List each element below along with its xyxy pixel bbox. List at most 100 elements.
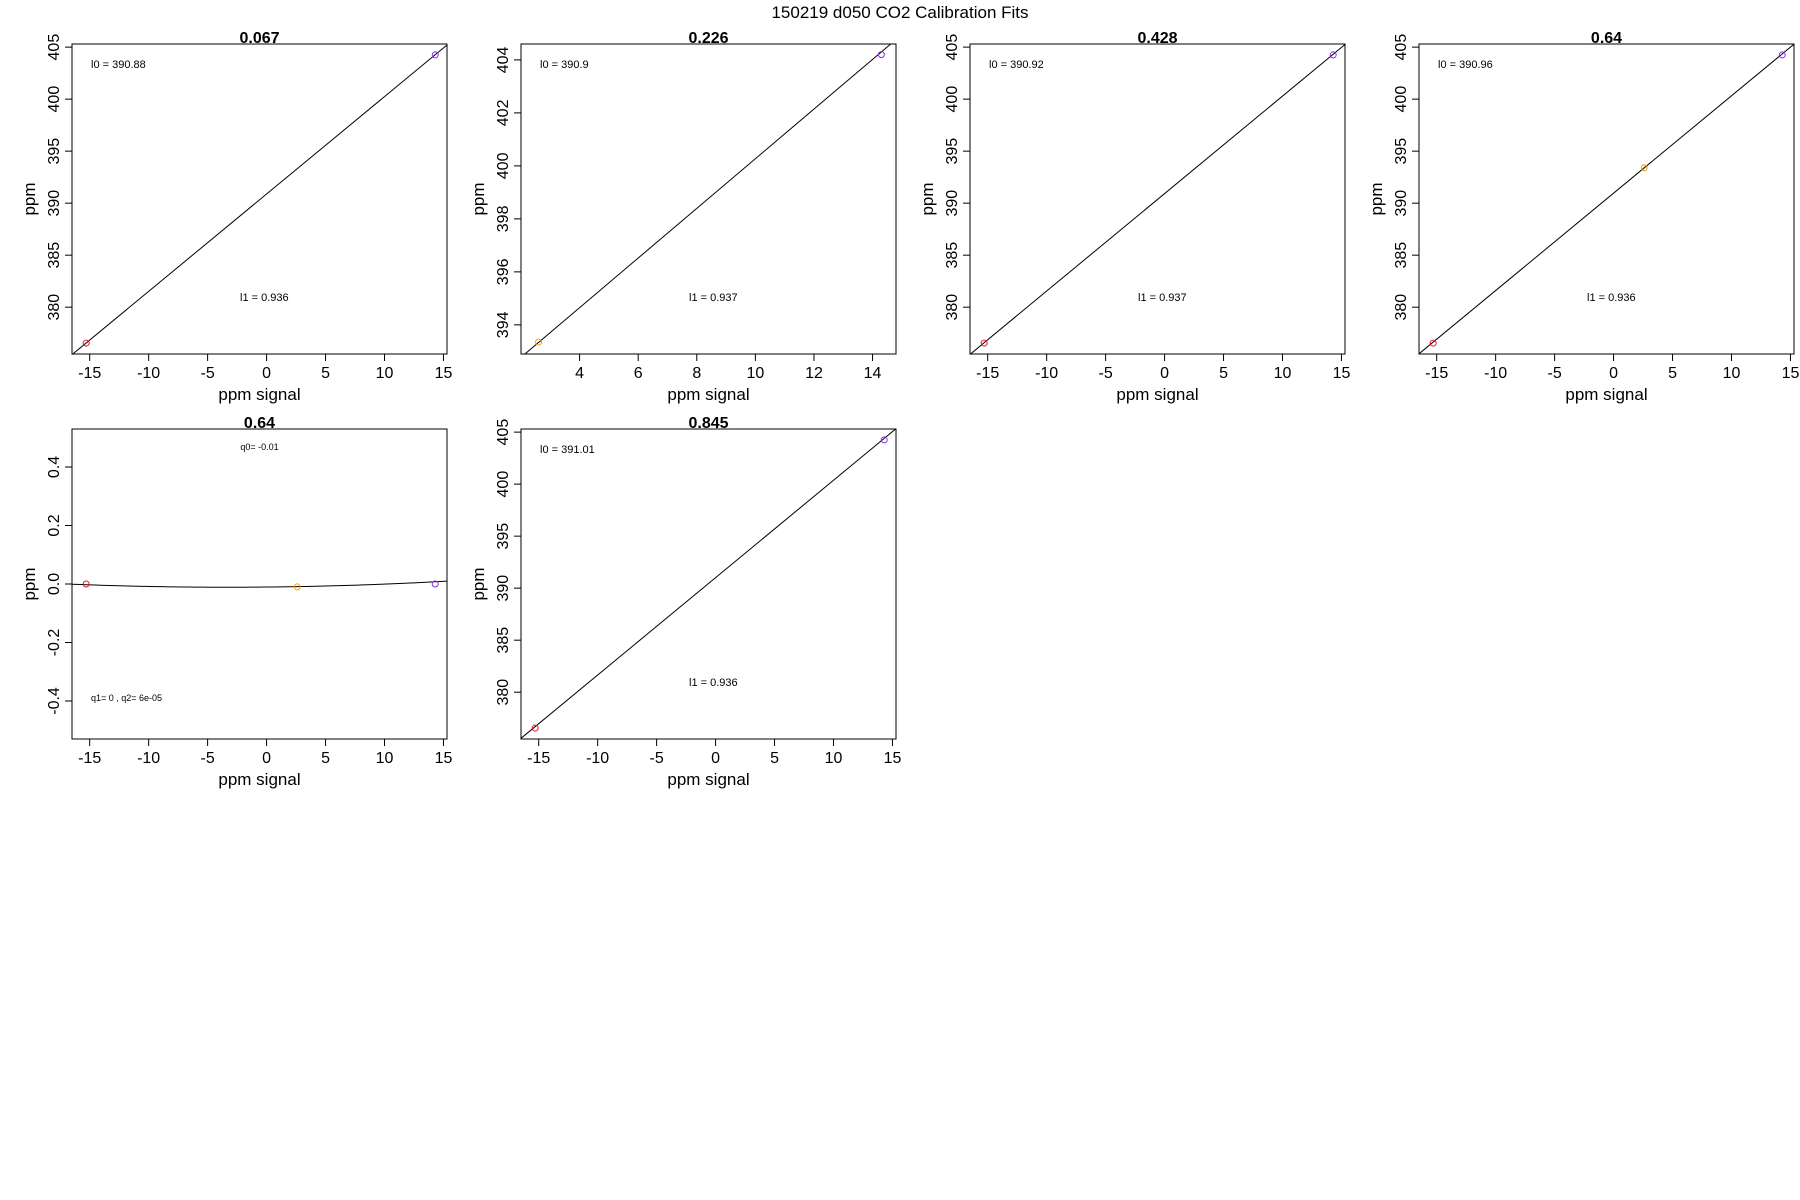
panel-title: 0.428 <box>1137 30 1177 47</box>
y-tick-label: 400 <box>495 152 512 179</box>
data-point-mid-standard <box>1640 164 1648 172</box>
fit-annotation: l0 = 390.96 <box>1438 59 1493 71</box>
y-tick-label: 0.2 <box>46 514 63 536</box>
panel-title: 0.64 <box>244 415 275 432</box>
x-tick-label: 0 <box>1609 365 1618 382</box>
panel-5: -15 -10 -5 0 5 10 15 -0.4 -0.2 0.0 0.2 0.4 ppm signa… <box>20 415 452 789</box>
panel-2: 4 6 8 10 12 14 394 396 398 400 402 404 ppm signal ppm… <box>469 30 897 404</box>
x-tick-label: -5 <box>200 365 214 382</box>
x-tick-label: 12 <box>805 365 823 382</box>
y-tick-label: -0.4 <box>46 687 63 715</box>
fit-annotation: l0 = 390.92 <box>989 59 1044 71</box>
panel-6: -15 -10 -5 0 5 10 15 380 385 390 395 400 405 ppm sign… <box>469 415 901 789</box>
y-tick-label: 398 <box>495 205 512 232</box>
x-tick-label: -15 <box>527 750 550 767</box>
x-tick-label: -10 <box>137 750 160 767</box>
x-axis-label: ppm signal <box>667 385 749 404</box>
fit-line <box>72 44 447 354</box>
x-tick-label: 0 <box>262 365 271 382</box>
y-tick-label: 385 <box>46 242 63 269</box>
y-tick-label: 380 <box>944 294 961 321</box>
x-tick-label: 10 <box>376 365 394 382</box>
y-tick-label: 385 <box>944 242 961 269</box>
x-tick-label: 10 <box>825 750 843 767</box>
fit-annotation: l1 = 0.936 <box>1587 292 1636 304</box>
y-axis-label: ppm <box>1367 182 1386 215</box>
y-axis-label: ppm <box>20 567 39 600</box>
plot-frame <box>1418 43 1795 355</box>
x-tick-label: -10 <box>137 365 160 382</box>
fit-line <box>521 429 896 739</box>
fit-line <box>524 44 892 354</box>
fit-annotation: l1 = 0.937 <box>1138 292 1187 304</box>
x-axis-label: ppm signal <box>218 385 300 404</box>
x-axis-label: ppm signal <box>1116 385 1198 404</box>
y-tick-label: 404 <box>495 46 512 73</box>
data-point-mid-standard <box>535 338 543 346</box>
data-point-high-standard <box>431 51 439 59</box>
x-tick-label: 5 <box>1668 365 1677 382</box>
x-tick-label: 5 <box>321 365 330 382</box>
y-tick-label: 0.4 <box>46 456 63 478</box>
x-tick-label: 0 <box>262 750 271 767</box>
panel-3: -15 -10 -5 0 5 10 15 380 385 390 395 400 405 ppm sign… <box>918 30 1350 404</box>
x-tick-label: 10 <box>1723 365 1741 382</box>
x-axis-label: ppm signal <box>1565 385 1647 404</box>
x-tick-label: 15 <box>884 750 902 767</box>
data-point-high-standard <box>431 580 439 588</box>
x-tick-label: -15 <box>78 365 101 382</box>
y-tick-label: 402 <box>495 99 512 126</box>
data-point-low-standard <box>1429 339 1437 347</box>
fit-annotation: l1 = 0.936 <box>689 677 738 689</box>
x-tick-label: 15 <box>1782 365 1800 382</box>
y-axis-label: ppm <box>469 567 488 600</box>
y-tick-label: 385 <box>495 627 512 654</box>
y-tick-label: 395 <box>944 138 961 165</box>
x-tick-label: 10 <box>1274 365 1292 382</box>
panel-title: 0.226 <box>688 30 728 47</box>
y-tick-label: 400 <box>46 86 63 113</box>
x-tick-label: -5 <box>1098 365 1112 382</box>
fit-line <box>1419 44 1794 354</box>
x-tick-label: 15 <box>1333 365 1351 382</box>
x-tick-label: -5 <box>649 750 663 767</box>
panel-title: 0.067 <box>239 30 279 47</box>
fit-annotation: l1 = 0.937 <box>689 292 738 304</box>
y-tick-label: 396 <box>495 258 512 285</box>
fit-line <box>970 44 1345 354</box>
figure-title: 150219 d050 CO2 Calibration Fits <box>771 3 1028 22</box>
data-point-high-standard <box>880 436 888 444</box>
fit-annotation: l0 = 390.88 <box>91 59 146 71</box>
data-point-low-standard <box>82 339 90 347</box>
plot-frame <box>520 428 897 740</box>
data-point-high-standard <box>1778 51 1786 59</box>
y-tick-label: 390 <box>1393 190 1410 217</box>
y-tick-label: 405 <box>1393 34 1410 61</box>
x-tick-label: 10 <box>746 365 764 382</box>
y-tick-label: 405 <box>46 34 63 61</box>
x-tick-label: 4 <box>575 365 584 382</box>
y-tick-label: 380 <box>1393 294 1410 321</box>
x-tick-label: 8 <box>692 365 701 382</box>
y-tick-label: 385 <box>1393 242 1410 269</box>
x-tick-label: 5 <box>321 750 330 767</box>
panel-4: -15 -10 -5 0 5 10 15 380 385 390 395 400 405 ppm sign… <box>1367 30 1799 404</box>
x-tick-label: -15 <box>78 750 101 767</box>
y-axis-label: ppm <box>469 182 488 215</box>
plot-frame <box>969 43 1346 355</box>
data-point-low-standard <box>980 339 988 347</box>
panel-title: 0.64 <box>1591 30 1622 47</box>
x-tick-label: 14 <box>864 365 882 382</box>
y-tick-label: 390 <box>46 190 63 217</box>
y-tick-label: 405 <box>495 419 512 446</box>
y-tick-label: 380 <box>495 679 512 706</box>
x-tick-label: 15 <box>435 365 453 382</box>
data-point-mid-standard <box>293 583 301 591</box>
x-tick-label: -10 <box>1035 365 1058 382</box>
fit-line <box>72 580 447 588</box>
y-tick-label: -0.2 <box>46 629 63 657</box>
y-tick-label: 395 <box>46 138 63 165</box>
